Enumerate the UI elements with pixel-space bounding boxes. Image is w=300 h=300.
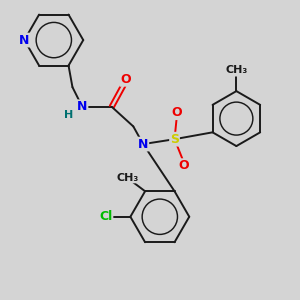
- Text: O: O: [171, 106, 182, 119]
- Text: O: O: [178, 159, 189, 172]
- Text: CH₃: CH₃: [225, 65, 248, 76]
- Text: Cl: Cl: [99, 210, 112, 223]
- Text: O: O: [120, 73, 131, 86]
- Text: N: N: [138, 138, 148, 151]
- Text: N: N: [19, 34, 30, 46]
- Text: CH₃: CH₃: [116, 172, 139, 182]
- Text: H: H: [64, 110, 73, 120]
- Text: N: N: [77, 100, 88, 113]
- Text: S: S: [170, 133, 179, 146]
